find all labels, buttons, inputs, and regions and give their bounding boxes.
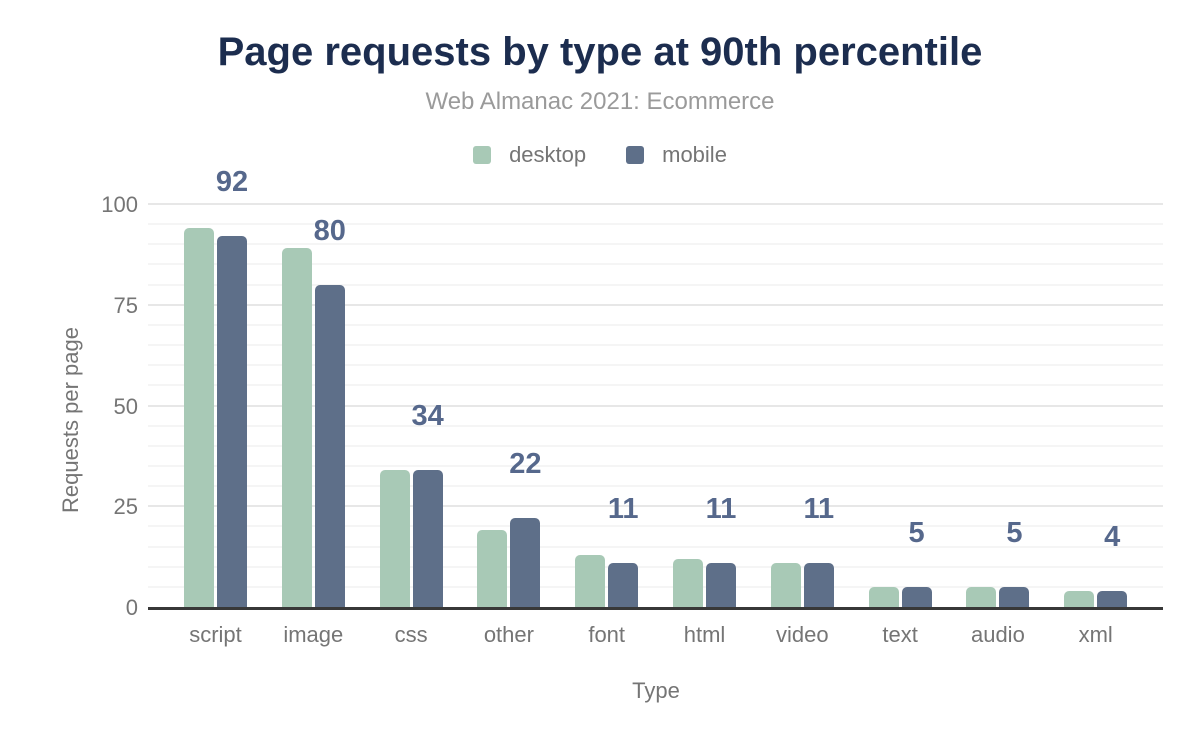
gridline-minor bbox=[148, 263, 1163, 266]
gridline-minor bbox=[148, 485, 1163, 488]
x-tick-label-html: html bbox=[683, 622, 726, 647]
data-label-xml: 4 bbox=[1104, 520, 1121, 553]
bar-desktop-font[interactable] bbox=[575, 554, 606, 607]
y-tick-label-25: 25 bbox=[113, 494, 138, 520]
bar-mobile-other[interactable] bbox=[510, 518, 541, 607]
legend-swatch-mobile-icon bbox=[626, 146, 645, 164]
gridline-minor bbox=[148, 545, 1163, 548]
data-label-html: 11 bbox=[705, 492, 737, 525]
legend-label-desktop: desktop bbox=[509, 142, 587, 167]
bar-mobile-audio[interactable] bbox=[999, 586, 1030, 607]
x-tick-label-xml: xml bbox=[1078, 622, 1113, 647]
y-tick-label-100: 100 bbox=[101, 192, 138, 217]
gridline-minor bbox=[148, 223, 1163, 226]
bar-desktop-css[interactable] bbox=[379, 469, 410, 607]
bar-mobile-image[interactable] bbox=[314, 284, 345, 607]
gridline-minor bbox=[148, 243, 1163, 246]
x-tick-label-css: css bbox=[394, 622, 428, 647]
legend-label-mobile: mobile bbox=[662, 142, 727, 167]
chart-title: Page requests by type at 90th percentile bbox=[217, 30, 983, 74]
y-axis-title: Requests per page bbox=[58, 327, 83, 513]
data-label-audio: 5 bbox=[1006, 516, 1023, 549]
x-tick-label-audio: audio bbox=[970, 622, 1025, 647]
gridline-minor bbox=[148, 323, 1163, 326]
legend-item-mobile[interactable]: mobile bbox=[626, 142, 727, 168]
data-label-image: 80 bbox=[313, 214, 346, 247]
gridline-minor bbox=[148, 444, 1163, 447]
data-label-font: 11 bbox=[607, 492, 639, 525]
x-tick-label-image: image bbox=[283, 622, 344, 647]
bar-desktop-script[interactable] bbox=[184, 228, 214, 607]
bar-desktop-html[interactable] bbox=[673, 558, 703, 607]
legend-swatch-desktop-icon bbox=[473, 146, 492, 164]
x-tick-label-font: font bbox=[588, 622, 626, 647]
legend: desktop mobile bbox=[0, 142, 1200, 168]
bar-desktop-text[interactable] bbox=[868, 586, 899, 607]
bar-desktop-audio[interactable] bbox=[966, 586, 997, 607]
gridline-major bbox=[148, 505, 1163, 508]
gridline-minor bbox=[148, 364, 1163, 367]
data-label-css: 34 bbox=[411, 399, 444, 432]
bar-desktop-video[interactable] bbox=[770, 562, 801, 607]
legend-item-desktop[interactable]: desktop bbox=[473, 142, 586, 168]
bar-desktop-xml[interactable] bbox=[1064, 590, 1095, 607]
x-tick-label-text: text bbox=[882, 622, 918, 647]
gridline-minor bbox=[148, 384, 1163, 387]
gridline-minor bbox=[148, 283, 1163, 286]
gridline-major bbox=[148, 203, 1163, 205]
gridline-minor bbox=[148, 565, 1163, 568]
gridline-minor bbox=[148, 344, 1163, 347]
x-tick-label-video: video bbox=[776, 622, 829, 647]
bar-mobile-text[interactable] bbox=[901, 586, 932, 607]
x-axis-title: Type bbox=[632, 678, 680, 703]
data-label-script: 92 bbox=[215, 166, 249, 199]
bar-mobile-html[interactable] bbox=[706, 562, 736, 607]
bar-desktop-image[interactable] bbox=[281, 248, 312, 607]
x-axis-line bbox=[148, 607, 1163, 610]
y-tick-label-75: 75 bbox=[113, 292, 138, 318]
gridline-minor bbox=[148, 525, 1163, 528]
gridline-minor bbox=[148, 424, 1163, 427]
chart-subtitle: Web Almanac 2021: Ecommerce bbox=[425, 88, 775, 115]
gridline-minor bbox=[148, 585, 1163, 588]
bar-mobile-css[interactable] bbox=[412, 469, 443, 607]
x-tick-label-other: other bbox=[483, 622, 534, 647]
bar-mobile-font[interactable] bbox=[608, 562, 639, 607]
bar-mobile-script[interactable] bbox=[217, 236, 247, 607]
bar-mobile-video[interactable] bbox=[803, 562, 834, 607]
y-tick-label-0: 0 bbox=[125, 595, 138, 620]
data-label-other: 22 bbox=[509, 448, 542, 481]
y-tick-label-50: 50 bbox=[113, 393, 138, 419]
x-tick-label-script: script bbox=[189, 622, 242, 647]
bar-mobile-xml[interactable] bbox=[1097, 590, 1128, 607]
gridline-minor bbox=[148, 464, 1163, 467]
gridline-major bbox=[148, 404, 1163, 407]
bar-desktop-other[interactable] bbox=[477, 530, 508, 607]
data-label-video: 11 bbox=[803, 492, 835, 525]
gridline-major bbox=[148, 303, 1163, 306]
data-label-text: 5 bbox=[908, 516, 925, 549]
